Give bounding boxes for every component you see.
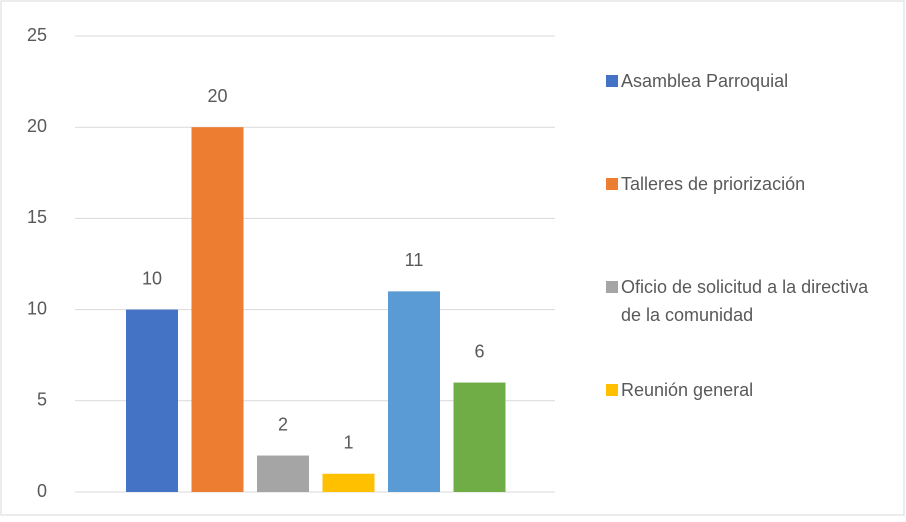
y-tick-label: 15 [27,207,47,227]
bar [388,291,440,492]
legend-label: Reunión general [621,380,754,400]
bar [322,473,375,492]
data-label: 6 [474,341,484,361]
legend-label: Asamblea Parroquial [621,71,789,91]
y-tick-label: 25 [27,25,47,45]
legend-item: Oficio de solicitud a la directiva de la… [621,277,869,325]
data-label: 10 [142,268,162,288]
legend-swatch [606,75,618,87]
bar [257,455,309,492]
data-label: 20 [207,86,227,106]
legend-swatch [606,384,618,396]
y-tick-label: 5 [37,390,47,410]
data-label: 11 [405,250,424,270]
bar [126,309,178,492]
y-tick-label: 10 [27,298,47,318]
legend-swatch [606,178,618,190]
legend-item: Asamblea Parroquial [621,71,789,91]
legend-label: Oficio de solicitud a la directiva de la… [621,277,869,325]
legend-item: Reunión general [621,380,754,400]
data-label: 1 [343,433,353,453]
legend-label: Talleres de priorización [621,174,806,194]
legend-swatch [606,281,618,293]
data-label: 2 [278,414,288,434]
bar [453,382,506,492]
y-tick-label: 0 [37,481,47,501]
y-tick-label: 20 [27,116,47,136]
legend-item: Talleres de priorización [621,174,806,194]
bar [191,127,244,492]
